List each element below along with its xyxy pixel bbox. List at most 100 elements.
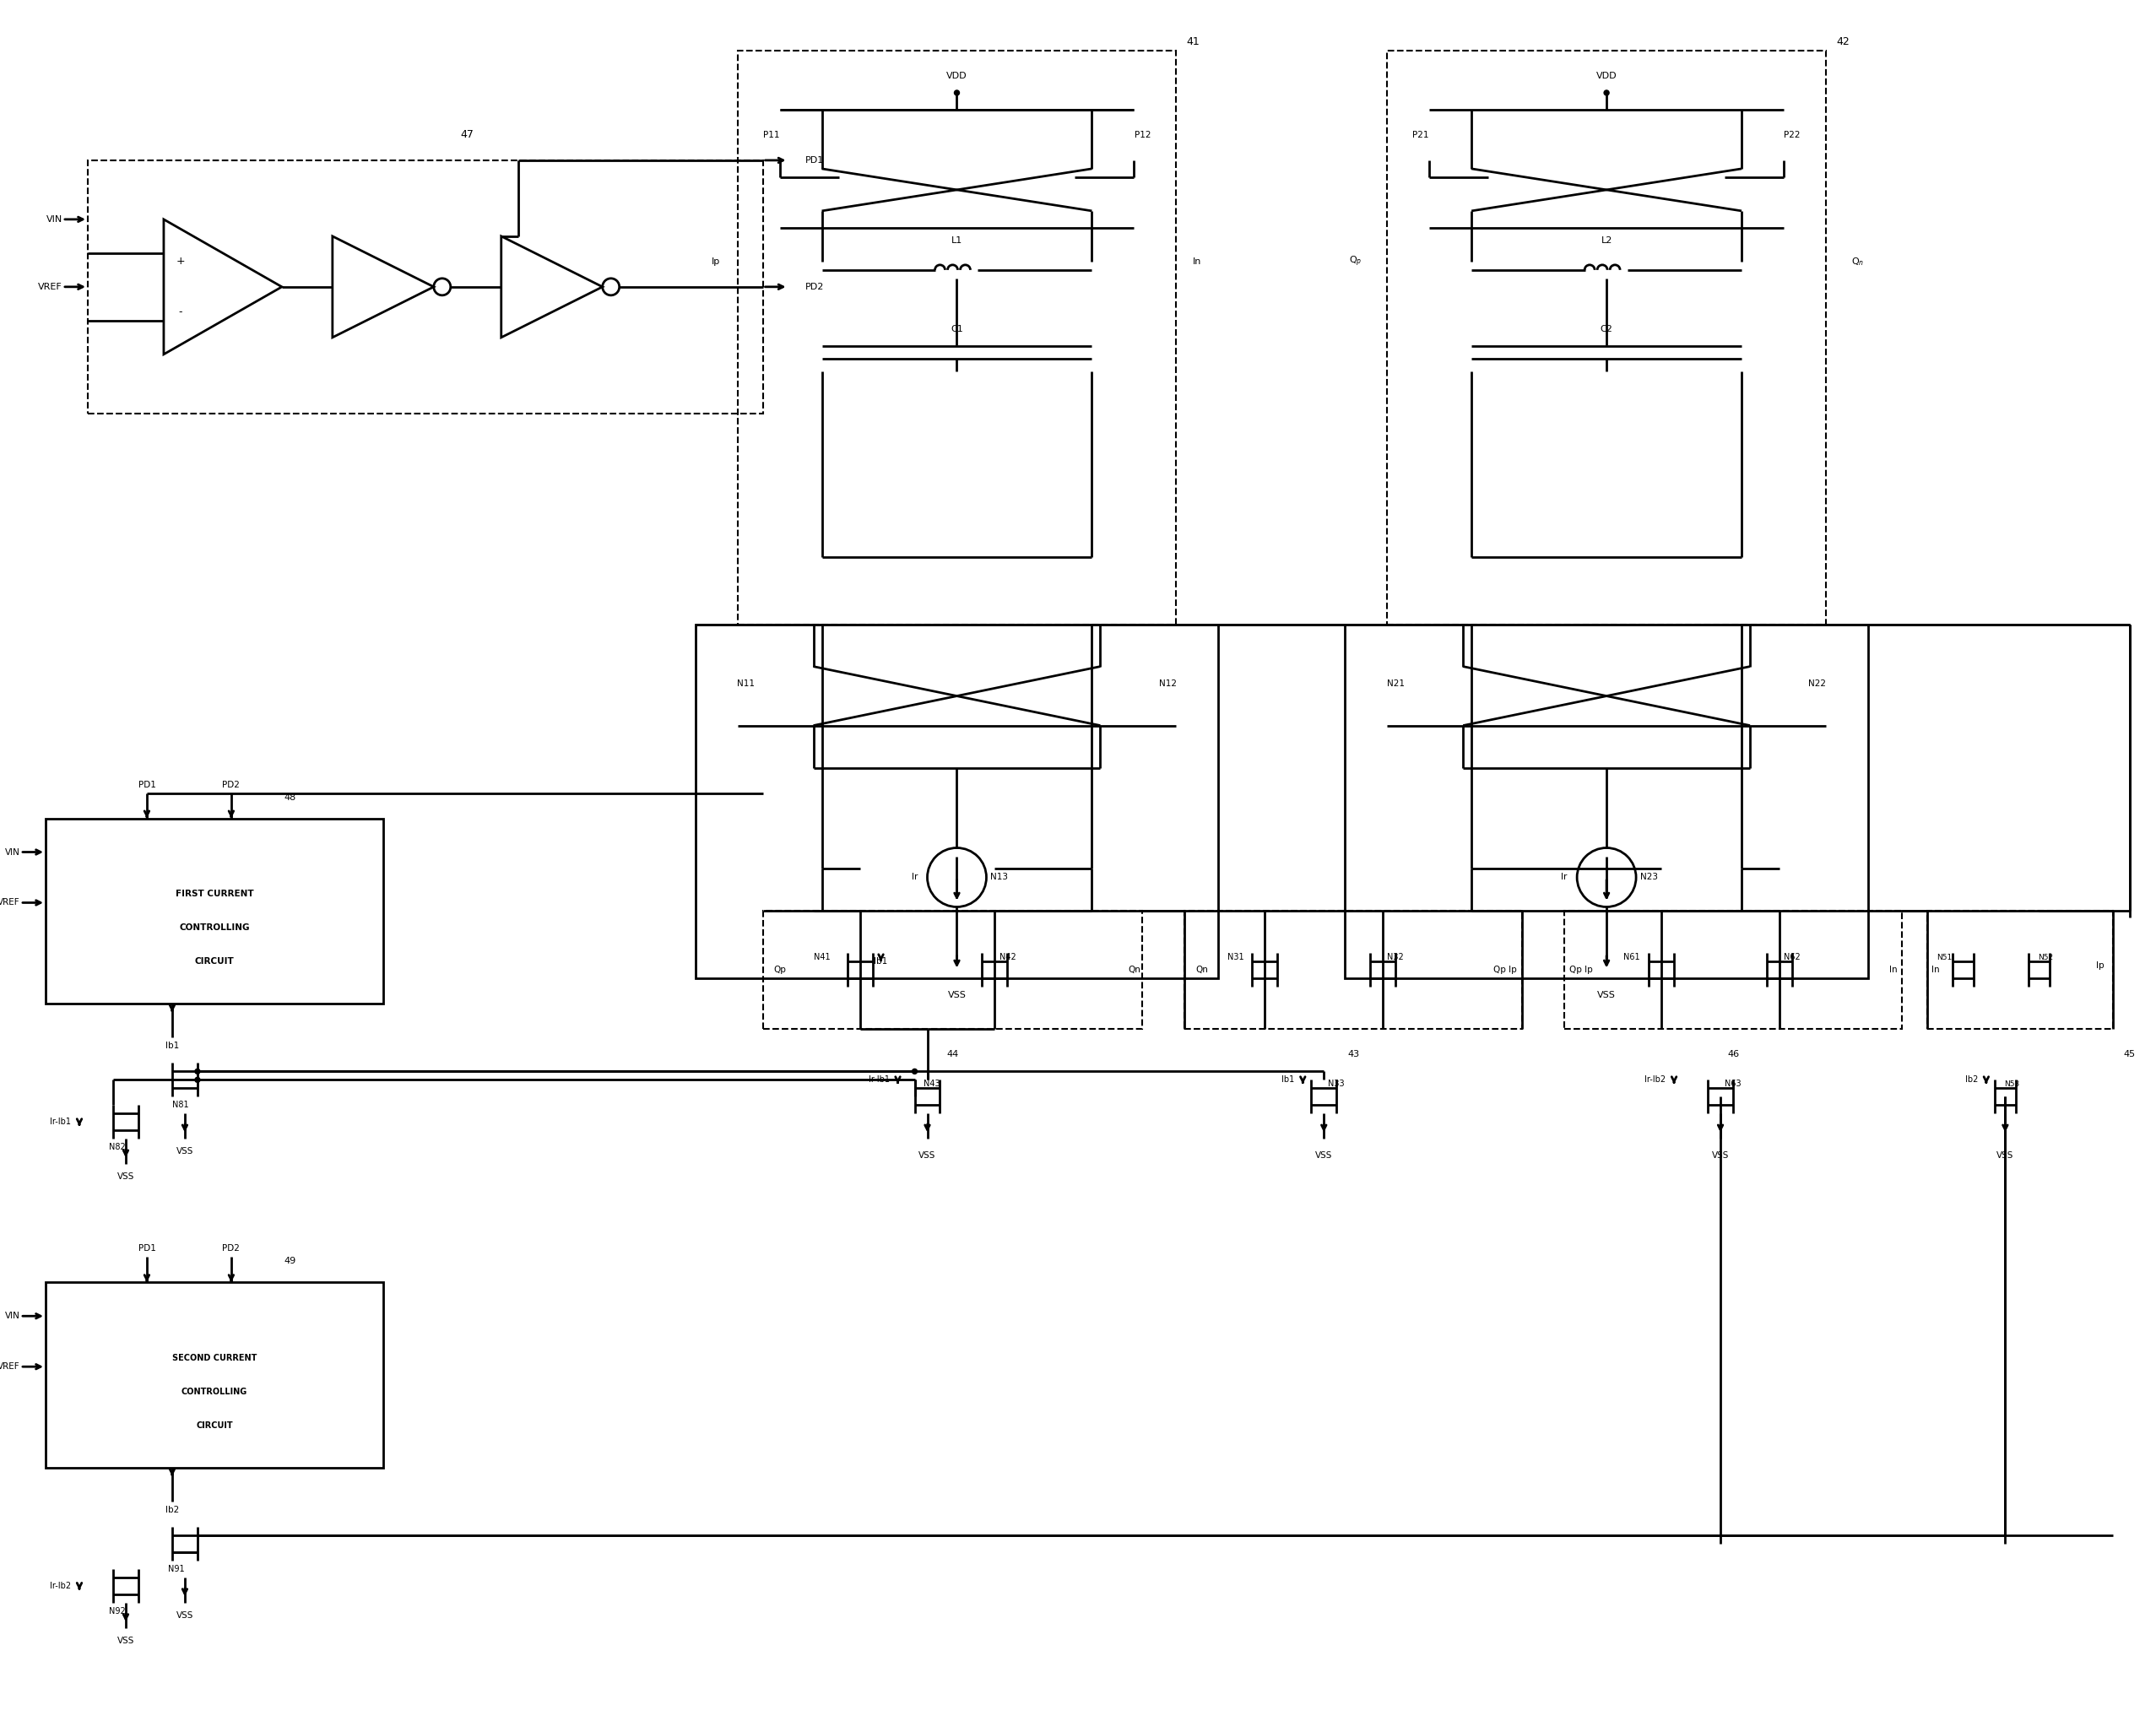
Text: L2: L2 <box>1602 236 1613 244</box>
Text: 41: 41 <box>1186 36 1199 48</box>
Text: VREF: VREF <box>0 898 19 907</box>
Text: Ir-Ib2: Ir-Ib2 <box>50 1582 71 1590</box>
Text: N13: N13 <box>990 873 1007 881</box>
Text: N43: N43 <box>923 1079 940 1088</box>
Text: N91: N91 <box>168 1564 185 1573</box>
Bar <box>45 817 384 1003</box>
Text: Ir-Ib1: Ir-Ib1 <box>869 1076 888 1084</box>
Text: SECOND CURRENT: SECOND CURRENT <box>172 1354 257 1363</box>
Text: VSS: VSS <box>116 1172 134 1181</box>
Text: N61: N61 <box>1623 953 1641 962</box>
Text: P12: P12 <box>1134 131 1151 139</box>
Text: Ib2: Ib2 <box>1964 1076 1977 1084</box>
Text: In: In <box>1889 965 1897 974</box>
Text: VSS: VSS <box>949 991 966 1000</box>
Text: VIN: VIN <box>4 1311 19 1320</box>
Text: FIRST CURRENT: FIRST CURRENT <box>175 890 254 898</box>
Text: N21: N21 <box>1386 680 1404 688</box>
Text: N33: N33 <box>1328 1079 1345 1088</box>
Text: 42: 42 <box>1837 36 1850 48</box>
Text: PD2: PD2 <box>804 282 824 291</box>
Text: CIRCUIT: CIRCUIT <box>196 1422 233 1430</box>
Text: N41: N41 <box>813 953 830 962</box>
Text: 46: 46 <box>1727 1050 1740 1058</box>
Text: CONTROLLING: CONTROLLING <box>181 1387 248 1396</box>
Text: Ib1: Ib1 <box>166 1041 179 1050</box>
Bar <box>45 1282 384 1468</box>
Text: VIN: VIN <box>4 848 19 857</box>
Circle shape <box>194 1069 201 1074</box>
Text: N11: N11 <box>737 680 755 688</box>
Text: VSS: VSS <box>1598 991 1615 1000</box>
Text: N31: N31 <box>1227 953 1244 962</box>
Text: N52: N52 <box>2037 953 2053 962</box>
Text: VSS: VSS <box>1712 1151 1729 1160</box>
Bar <box>1565 910 1902 1029</box>
Bar <box>763 910 1143 1029</box>
Text: P11: P11 <box>763 131 780 139</box>
Text: N62: N62 <box>1783 953 1800 962</box>
Text: In: In <box>1192 258 1201 265</box>
Text: Qn: Qn <box>1128 965 1141 974</box>
Text: Ip: Ip <box>2096 962 2104 971</box>
Bar <box>1184 910 1522 1029</box>
Text: PD2: PD2 <box>222 780 239 788</box>
Text: VDD: VDD <box>1595 72 1617 81</box>
Text: Ir-Ib1: Ir-Ib1 <box>50 1119 71 1126</box>
Text: PD1: PD1 <box>138 780 155 788</box>
Text: VREF: VREF <box>39 282 63 291</box>
Text: 47: 47 <box>461 129 474 141</box>
Text: N22: N22 <box>1809 680 1826 688</box>
Text: 48: 48 <box>285 793 295 802</box>
Text: Qp Ip: Qp Ip <box>1494 965 1518 974</box>
Text: Ir: Ir <box>912 873 918 881</box>
Text: C2: C2 <box>1600 325 1613 334</box>
Text: N42: N42 <box>998 953 1015 962</box>
Text: 43: 43 <box>1348 1050 1360 1058</box>
Text: PD1: PD1 <box>138 1244 155 1253</box>
Text: Ib1: Ib1 <box>1281 1076 1294 1084</box>
Text: VREF: VREF <box>0 1363 19 1372</box>
Text: P21: P21 <box>1412 131 1429 139</box>
Text: VSS: VSS <box>116 1637 134 1645</box>
Circle shape <box>955 89 959 95</box>
Bar <box>1386 50 1826 625</box>
Text: N32: N32 <box>1386 953 1404 962</box>
Text: Qp: Qp <box>774 965 787 974</box>
Circle shape <box>194 1077 201 1083</box>
Circle shape <box>912 1069 916 1074</box>
Text: VSS: VSS <box>1315 1151 1332 1160</box>
Text: In: In <box>1932 965 1940 974</box>
Text: CIRCUIT: CIRCUIT <box>194 957 235 965</box>
Bar <box>737 50 1177 625</box>
Text: +: + <box>177 256 185 267</box>
Text: L1: L1 <box>951 236 962 244</box>
Text: VSS: VSS <box>918 1151 936 1160</box>
Bar <box>1927 910 2113 1029</box>
Text: VSS: VSS <box>177 1148 194 1157</box>
Text: Q$_p$: Q$_p$ <box>1350 255 1363 268</box>
Text: Ib2: Ib2 <box>166 1506 179 1514</box>
Text: N23: N23 <box>1641 873 1658 881</box>
Text: VDD: VDD <box>946 72 968 81</box>
Text: C1: C1 <box>951 325 964 334</box>
Text: N82: N82 <box>110 1143 125 1151</box>
Text: N63: N63 <box>1725 1079 1742 1088</box>
Text: PD1: PD1 <box>804 157 824 165</box>
Text: N53: N53 <box>2003 1081 2020 1088</box>
Text: Qn: Qn <box>1194 965 1207 974</box>
Text: N81: N81 <box>172 1101 190 1110</box>
Text: Ip: Ip <box>711 258 720 265</box>
Text: PD2: PD2 <box>222 1244 239 1253</box>
Text: Ir: Ir <box>1561 873 1567 881</box>
Bar <box>88 160 763 413</box>
Text: VSS: VSS <box>177 1611 194 1619</box>
Text: 44: 44 <box>946 1050 959 1058</box>
Text: Ib1: Ib1 <box>873 957 888 965</box>
Text: P22: P22 <box>1783 131 1800 139</box>
Text: VIN: VIN <box>45 215 63 224</box>
Text: N12: N12 <box>1160 680 1177 688</box>
Text: 45: 45 <box>2124 1050 2137 1058</box>
Circle shape <box>1604 89 1608 95</box>
Bar <box>694 625 1218 979</box>
